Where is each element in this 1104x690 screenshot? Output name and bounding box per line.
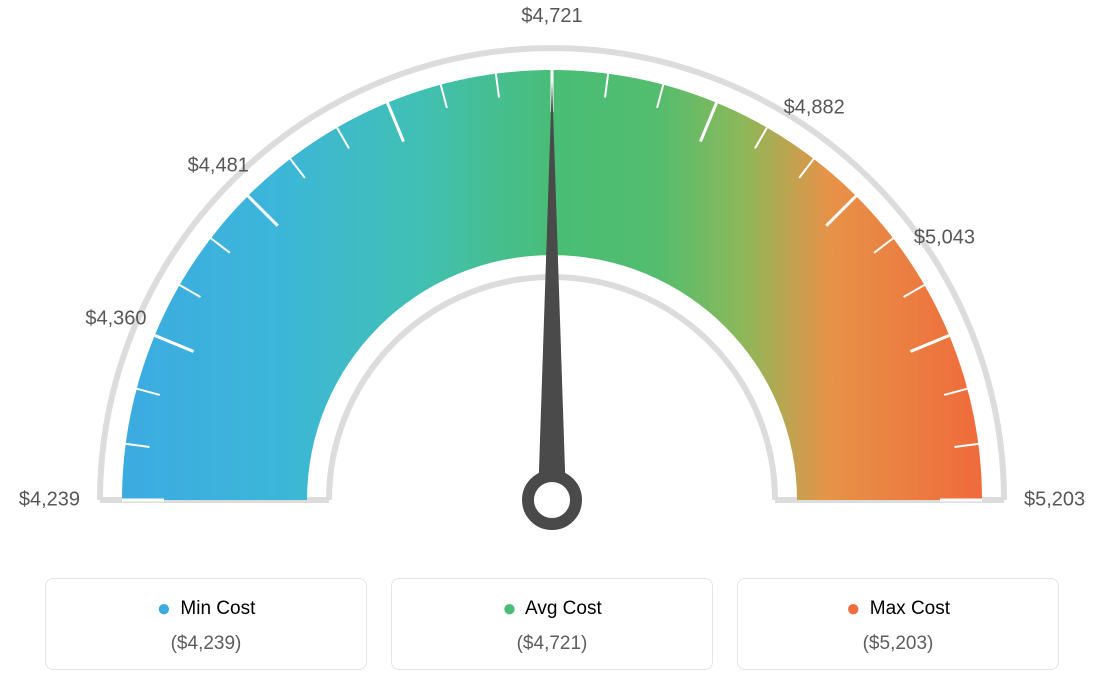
gauge-tick-label: $4,882 [784, 96, 845, 119]
legend-title-min: ● Min Cost [46, 595, 366, 623]
gauge-tick-label: $5,203 [1024, 489, 1085, 512]
legend-title-max: ● Max Cost [738, 595, 1058, 623]
dot-icon: ● [157, 595, 172, 622]
legend-value-avg: ($4,721) [392, 633, 712, 655]
legend-label: Avg Cost [525, 598, 602, 619]
gauge-tick-label: $4,481 [188, 155, 249, 178]
legend-card-max: ● Max Cost ($5,203) [737, 578, 1059, 670]
legend-label: Max Cost [870, 598, 950, 619]
gauge-tick-label: $4,721 [521, 5, 582, 28]
cost-gauge-widget: $4,239 $4,360 $4,481 $4,721 $4,882 $5,043 $5,2… [0, 0, 1104, 690]
legend-card-min: ● Min Cost ($4,239) [45, 578, 367, 670]
dot-icon: ● [846, 595, 861, 622]
legend-value-max: ($5,203) [738, 633, 1058, 655]
legend-row: ● Min Cost ($4,239) ● Avg Cost ($4,721) … [0, 578, 1104, 670]
legend-title-avg: ● Avg Cost [392, 595, 712, 623]
gauge-svg [0, 0, 1104, 555]
gauge-tick-label: $4,239 [19, 489, 80, 512]
gauge-tick-label: $4,360 [85, 308, 146, 331]
gauge-tick-label: $5,043 [914, 226, 975, 249]
dot-icon: ● [502, 595, 517, 622]
gauge-area: $4,239 $4,360 $4,481 $4,721 $4,882 $5,043 $5,2… [0, 0, 1104, 555]
legend-value-min: ($4,239) [46, 633, 366, 655]
legend-card-avg: ● Avg Cost ($4,721) [391, 578, 713, 670]
legend-label: Min Cost [180, 598, 255, 619]
